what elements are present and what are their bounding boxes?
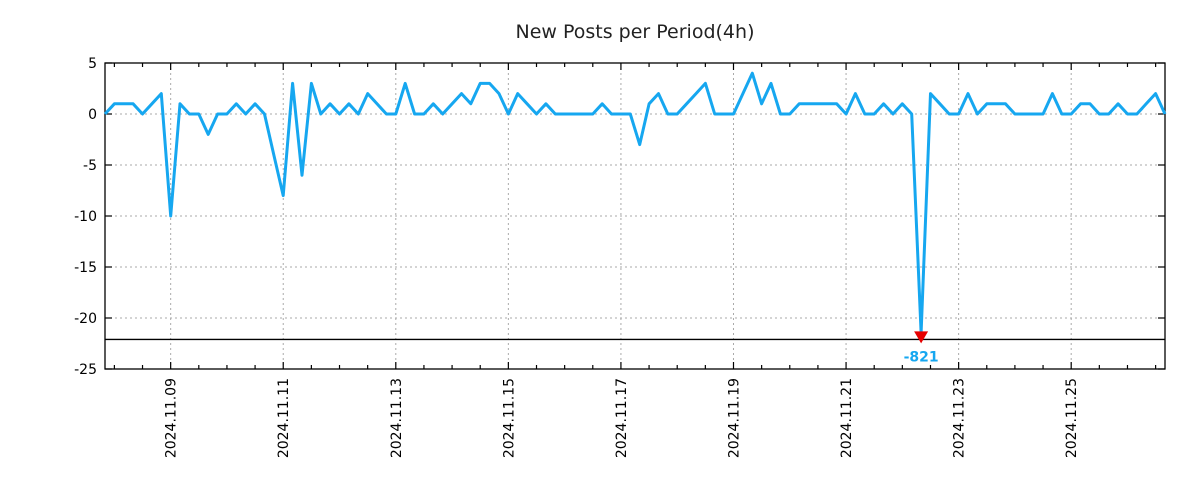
y-tick-label: -25	[74, 362, 97, 378]
x-tick-label: 2024.11.19	[726, 378, 742, 458]
y-tick-label: 0	[88, 107, 97, 123]
plot-area: 5 0 -5 -10 -15 -20 -25 2024.11.09 2024.11.11 2024…	[74, 56, 1167, 458]
x-tick-label: 2024.11.13	[389, 378, 405, 458]
y-tick-label: -5	[83, 158, 97, 174]
x-tick-label: 2024.11.23	[952, 378, 968, 458]
x-tick-label: 2024.11.11	[276, 378, 292, 458]
x-tick-label: 2024.11.15	[501, 378, 517, 458]
x-tick-label: 2024.11.21	[839, 378, 855, 458]
y-tick-label: -10	[74, 209, 97, 225]
chart-title: New Posts per Period(4h)	[516, 21, 755, 43]
y-tick-label: 5	[88, 56, 97, 72]
y-tick-label: -20	[74, 311, 97, 327]
spike-value-label: -821	[904, 349, 939, 365]
x-tick-label: 2024.11.17	[614, 378, 630, 458]
x-tick-label: 2024.11.09	[164, 378, 180, 458]
y-tick-label: -15	[74, 260, 97, 276]
series-line	[103, 71, 1167, 335]
down-arrow-marker-icon	[914, 331, 929, 344]
x-tick-label: 2024.11.25	[1064, 378, 1080, 458]
